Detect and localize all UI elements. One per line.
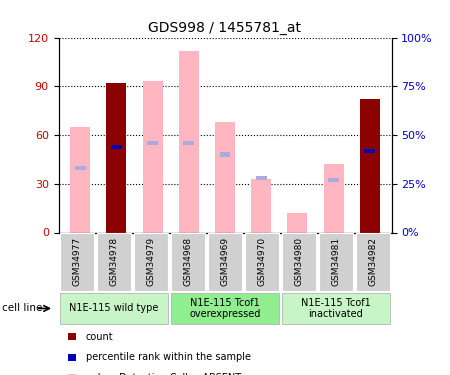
Bar (364, 148, 375, 153)
Bar (328, 178, 339, 182)
Bar (179, 51, 199, 232)
Bar (75, 166, 86, 170)
Text: GSM34970: GSM34970 (257, 237, 266, 286)
Text: GSM34978: GSM34978 (109, 237, 118, 286)
Text: GSM34969: GSM34969 (220, 237, 230, 286)
Bar (324, 164, 343, 232)
Text: count: count (86, 332, 113, 342)
Bar (256, 176, 267, 180)
Bar (251, 179, 271, 232)
Bar (220, 153, 230, 156)
Text: cell line: cell line (2, 303, 43, 313)
Text: GSM34977: GSM34977 (72, 237, 81, 286)
Bar (111, 145, 122, 149)
Text: N1E-115 wild type: N1E-115 wild type (69, 303, 159, 313)
Bar (288, 213, 307, 232)
Bar (147, 141, 158, 145)
Text: N1E-115 Tcof1
inactivated: N1E-115 Tcof1 inactivated (301, 298, 371, 319)
Bar (360, 99, 380, 232)
Text: value, Detection Call = ABSENT: value, Detection Call = ABSENT (86, 373, 241, 375)
Text: GSM34981: GSM34981 (332, 237, 341, 286)
Text: percentile rank within the sample: percentile rank within the sample (86, 352, 251, 362)
Bar (143, 81, 162, 232)
Text: GSM34979: GSM34979 (147, 237, 156, 286)
Text: GSM34982: GSM34982 (369, 237, 378, 286)
Bar (183, 141, 194, 145)
Bar (215, 122, 235, 232)
Text: GSM34968: GSM34968 (184, 237, 193, 286)
Text: GSM34980: GSM34980 (294, 237, 303, 286)
Title: GDS998 / 1455781_at: GDS998 / 1455781_at (148, 21, 302, 35)
Bar (107, 83, 126, 232)
Text: N1E-115 Tcof1
overexpressed: N1E-115 Tcof1 overexpressed (189, 298, 261, 319)
Bar (70, 127, 90, 232)
